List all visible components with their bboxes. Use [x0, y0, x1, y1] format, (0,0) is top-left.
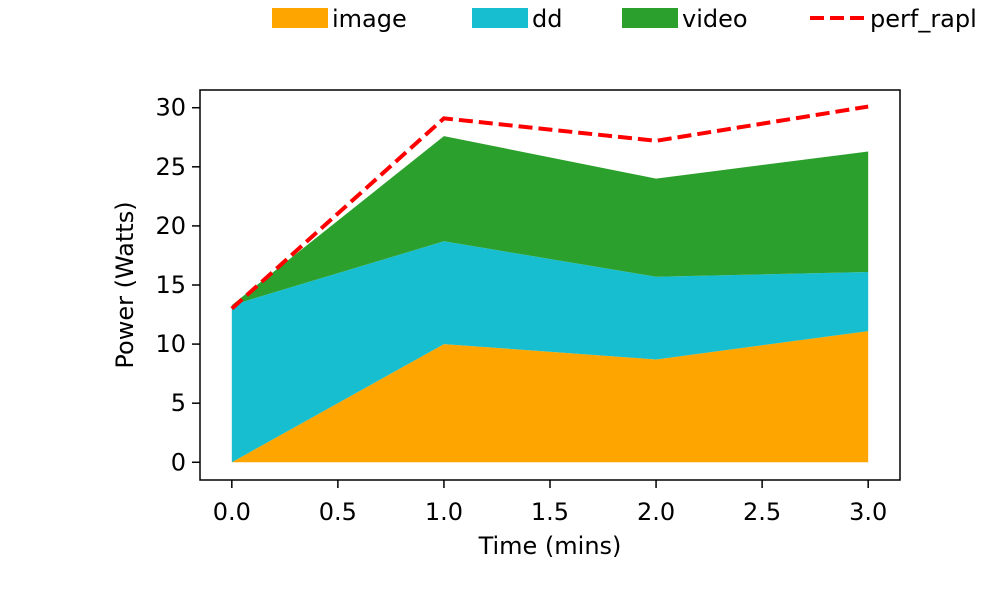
area-video	[231, 136, 869, 306]
x-tick-label: 2.5	[743, 498, 781, 526]
legend: image dd video perf_rapl	[272, 5, 977, 33]
area-image	[231, 331, 869, 463]
legend-swatch	[622, 8, 678, 28]
legend-label: perf_rapl	[870, 5, 977, 33]
legend-swatch	[272, 8, 328, 28]
x-axis: 0.0 0.5 1.0 1.5 2.0 2.5 3.0	[213, 480, 887, 526]
y-tick-label: 20	[155, 212, 186, 240]
y-tick-label: 5	[171, 389, 186, 417]
legend-swatch	[472, 8, 528, 28]
y-tick-label: 30	[155, 94, 186, 122]
x-tick-label: 1.5	[531, 498, 569, 526]
legend-label: image	[332, 5, 407, 33]
y-tick-label: 0	[171, 448, 186, 476]
y-axis: 0 5 10 15 20 25 30	[155, 94, 200, 476]
legend-label: dd	[532, 5, 562, 33]
x-tick-label: 1.0	[425, 498, 463, 526]
x-tick-label: 2.0	[637, 498, 675, 526]
legend-item-video: video	[622, 5, 748, 33]
y-axis-label: Power (Watts)	[111, 201, 139, 368]
y-tick-label: 15	[155, 271, 186, 299]
legend-item-dd: dd	[472, 5, 562, 33]
legend-label: video	[682, 5, 748, 33]
x-tick-label: 3.0	[849, 498, 887, 526]
x-tick-label: 0.0	[213, 498, 251, 526]
plot-area	[230, 104, 869, 463]
x-axis-label: Time (mins)	[478, 532, 622, 560]
line-perf-rapl	[230, 104, 869, 311]
y-tick-label: 25	[155, 153, 186, 181]
x-tick-label: 0.5	[319, 498, 357, 526]
legend-item-image: image	[272, 5, 407, 33]
area-dd	[231, 241, 869, 463]
legend-item-perf-rapl: perf_rapl	[810, 5, 977, 33]
y-tick-label: 10	[155, 330, 186, 358]
